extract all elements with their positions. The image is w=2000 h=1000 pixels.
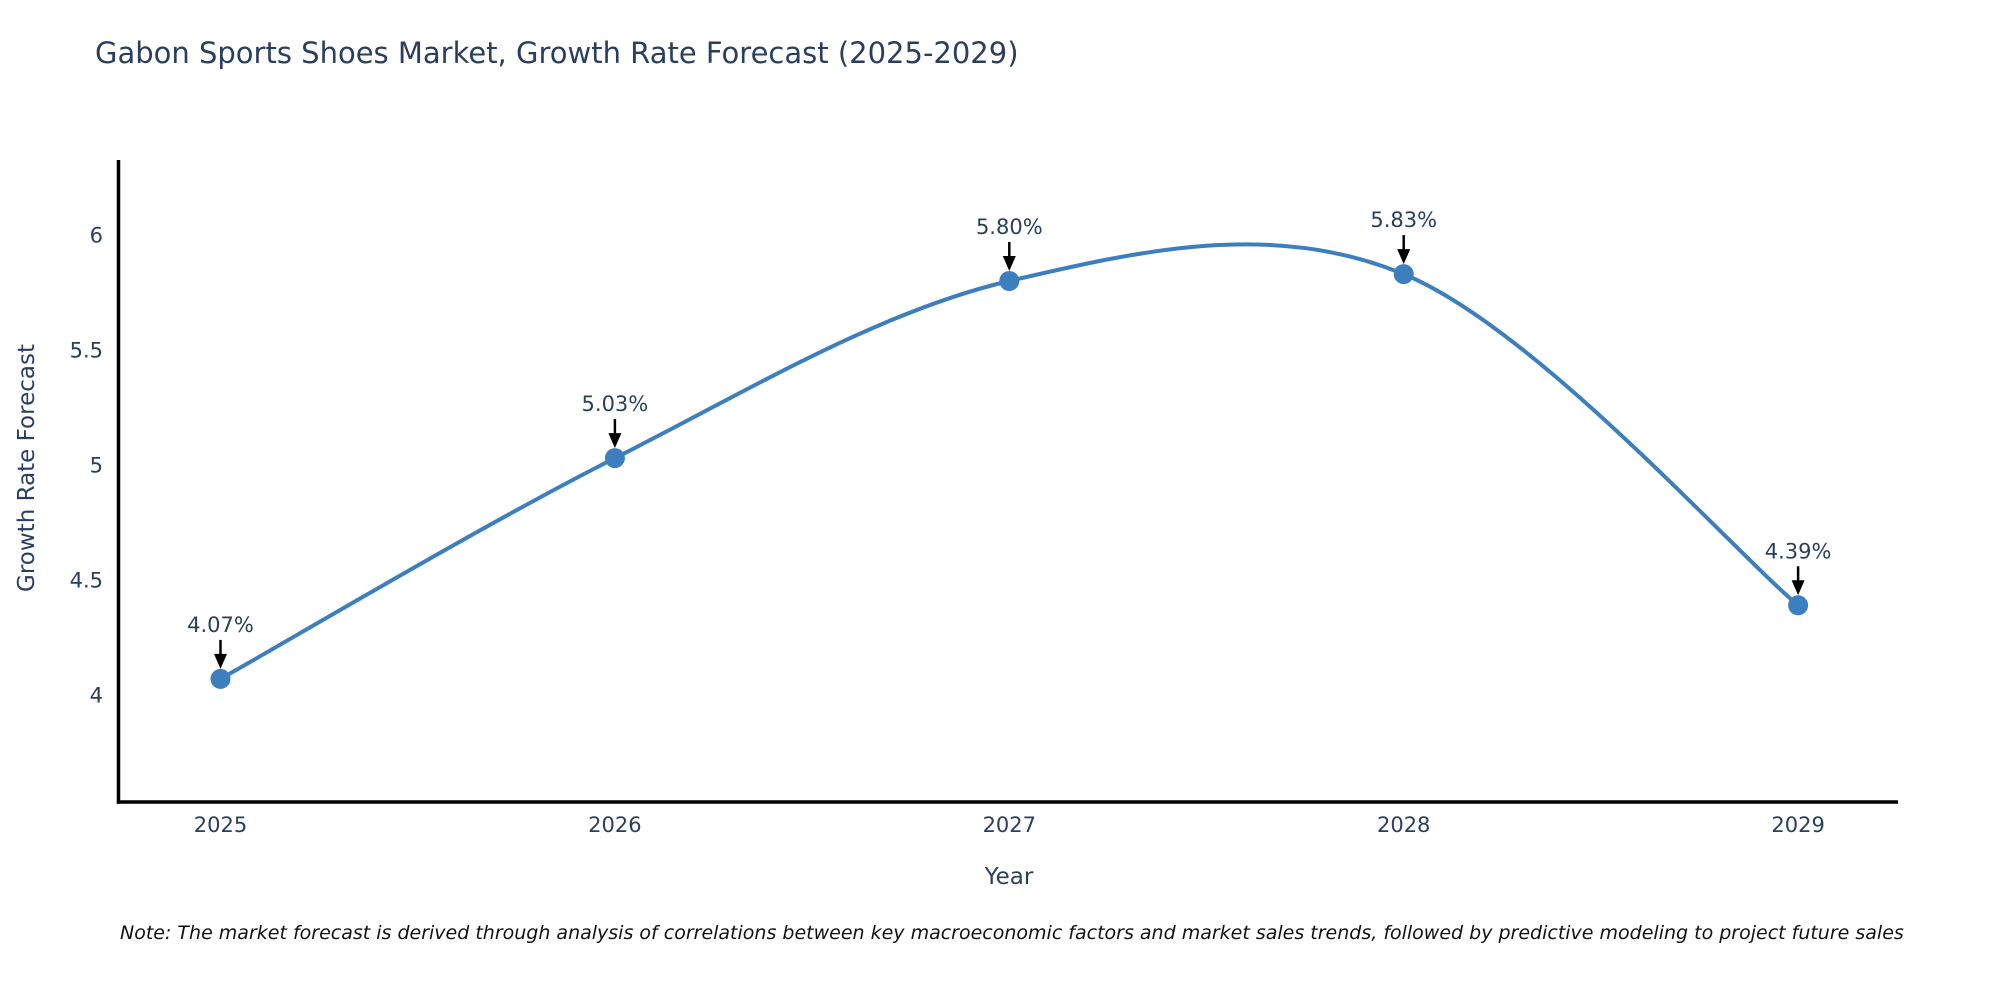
y-tick-label: 4	[90, 684, 103, 708]
chart-title: Gabon Sports Shoes Market, Growth Rate F…	[95, 36, 1019, 70]
x-tick-label: 2025	[194, 813, 247, 837]
y-tick-label: 5	[90, 454, 103, 478]
annotation-arrowhead	[608, 433, 622, 449]
data-point-2025[interactable]	[210, 668, 231, 689]
x-axis-title: Year	[984, 864, 1034, 890]
y-axis-title: Growth Rate Forecast	[14, 344, 40, 592]
x-tick-label: 2028	[1377, 813, 1430, 837]
point-annotation: 5.03%	[582, 392, 649, 416]
annotation-arrowhead	[1791, 580, 1805, 596]
data-point-2028[interactable]	[1393, 264, 1414, 285]
footnote: Note: The market forecast is derived thr…	[120, 922, 1904, 944]
x-tick-label: 2026	[588, 813, 641, 837]
y-tick-label: 5.5	[70, 339, 103, 363]
x-tick-label: 2027	[983, 813, 1036, 837]
point-annotation: 5.80%	[976, 215, 1043, 239]
x-tick-label: 2029	[1771, 813, 1824, 837]
y-tick-label: 4.5	[70, 569, 103, 593]
point-annotation: 4.07%	[187, 613, 254, 637]
y-tick-label: 6	[90, 224, 103, 248]
annotation-arrowhead	[1002, 256, 1016, 271]
data-point-2027[interactable]	[999, 271, 1020, 291]
series-line	[218, 242, 1801, 681]
data-point-2029[interactable]	[1788, 595, 1809, 616]
point-annotation: 4.39%	[1765, 539, 1832, 563]
annotation-arrowhead	[214, 653, 227, 669]
annotation-arrowhead	[1397, 249, 1411, 265]
point-annotation: 5.83%	[1370, 208, 1437, 232]
data-point-2026[interactable]	[604, 448, 625, 469]
